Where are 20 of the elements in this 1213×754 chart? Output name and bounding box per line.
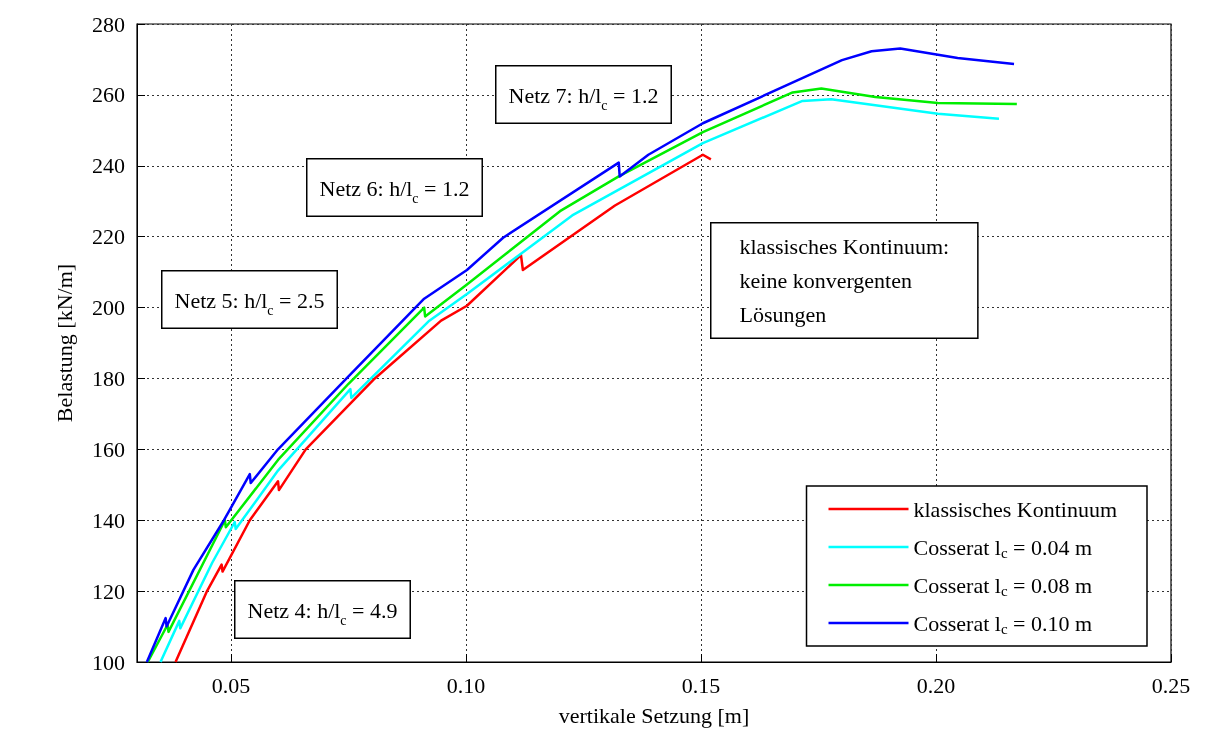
y-tick-label: 200: [92, 295, 125, 321]
y-tick-label: 220: [92, 224, 125, 250]
x-tick-label: 0.15: [681, 672, 721, 698]
y-tick-label: 120: [92, 578, 125, 604]
y-tick-label: 100: [92, 649, 125, 675]
y-tick-label: 240: [92, 153, 125, 179]
x-tick-label: 0.10: [446, 672, 486, 698]
y-tick-label: 160: [92, 436, 125, 462]
y-tick-label: 280: [92, 11, 125, 37]
annotation: klassisches Kontinuum: keine konvergenten Lösungen: [739, 234, 950, 327]
legend-label: klassisches Kontinuum: [913, 496, 1118, 522]
y-axis-title: Belastung [kN/m]: [51, 263, 77, 423]
x-axis-title: vertikale Setzung [m]: [558, 702, 750, 728]
y-tick-label: 140: [92, 507, 125, 533]
x-tick-label: 0.25: [1151, 672, 1191, 698]
line-series: [174, 153, 713, 664]
x-tick-label: 0.05: [211, 672, 251, 698]
y-tick-label: 180: [92, 365, 125, 391]
x-tick-label: 0.20: [916, 672, 956, 698]
y-tick-label: 260: [92, 82, 125, 108]
